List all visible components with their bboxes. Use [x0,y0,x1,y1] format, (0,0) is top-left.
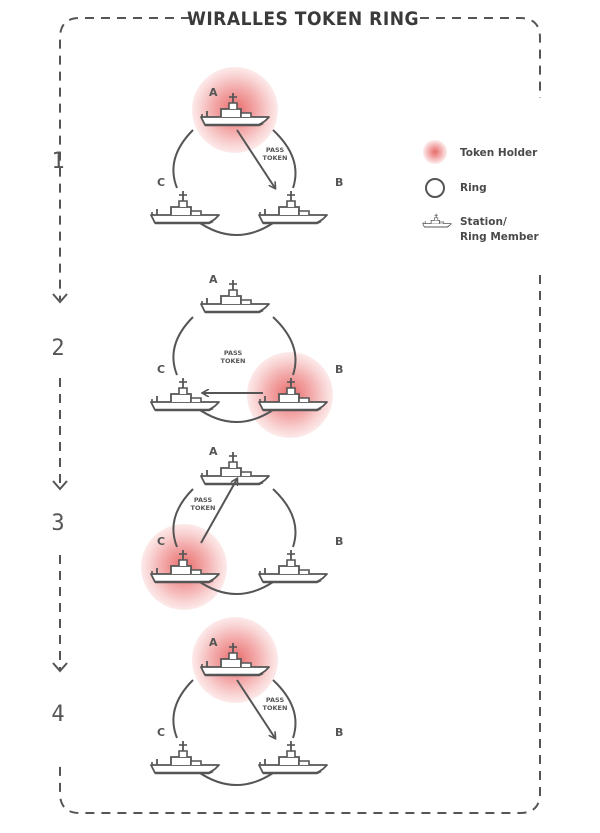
step-number: 1 [51,149,64,174]
step-number: 4 [51,702,64,727]
ring [172,488,297,595]
dashed-frame [59,17,541,814]
ring [172,129,297,236]
legend-token-holder-label: Token Holder [460,147,538,159]
pass-token-label-line2: TOKEN [263,704,288,712]
pass-token-arrow [236,129,275,188]
legend-ring-label: Ring [460,182,487,194]
station-b-ship-icon [257,189,329,225]
step-number: 2 [51,336,64,361]
station-label: A [209,86,218,99]
page-title: WIRALLES TOKEN RING [187,8,419,30]
pass-token-arrow [200,479,237,544]
station-b-ship-icon [257,739,329,775]
ring [172,316,297,423]
station-c-ship-icon [149,189,221,225]
pass-token-label-line1: PASS [266,696,285,704]
step-number: 3 [51,511,64,536]
station-label: B [335,363,343,376]
station-label: C [157,363,165,376]
station-label: B [335,176,343,189]
pass-token-label-line1: PASS [266,146,285,154]
flow-arrowheads [52,293,68,673]
station-label: B [335,535,343,548]
station-c-ship-icon [149,739,221,775]
pass-token-label-line2: TOKEN [191,504,216,512]
legend-station-label-line2: Ring Member [460,231,539,243]
station-label: A [209,636,218,649]
legend-station-label-line1: Station/ [460,216,507,228]
pass-token-label-line1: PASS [224,349,243,357]
station-label: C [157,535,165,548]
ring [172,679,297,786]
token-ring-steps: 1ABCPASSTOKEN2ABCPASSTOKEN3ABCPASSTOKEN4… [51,67,343,786]
station-label: A [209,273,218,286]
station-label: B [335,726,343,739]
station-label: A [209,445,218,458]
token-holder-icon [423,140,447,164]
station-label: C [157,726,165,739]
pass-token-arrow [236,679,275,738]
legend: Token Holder Ring Station/ Ring Member [422,140,539,243]
station-label: C [157,176,165,189]
pass-token-label-line2: TOKEN [263,154,288,162]
ship-icon [422,213,452,228]
ring-icon [425,178,445,198]
station-b-ship-icon [257,548,329,584]
pass-token-label-line2: TOKEN [221,357,246,365]
pass-token-label-line1: PASS [194,496,213,504]
